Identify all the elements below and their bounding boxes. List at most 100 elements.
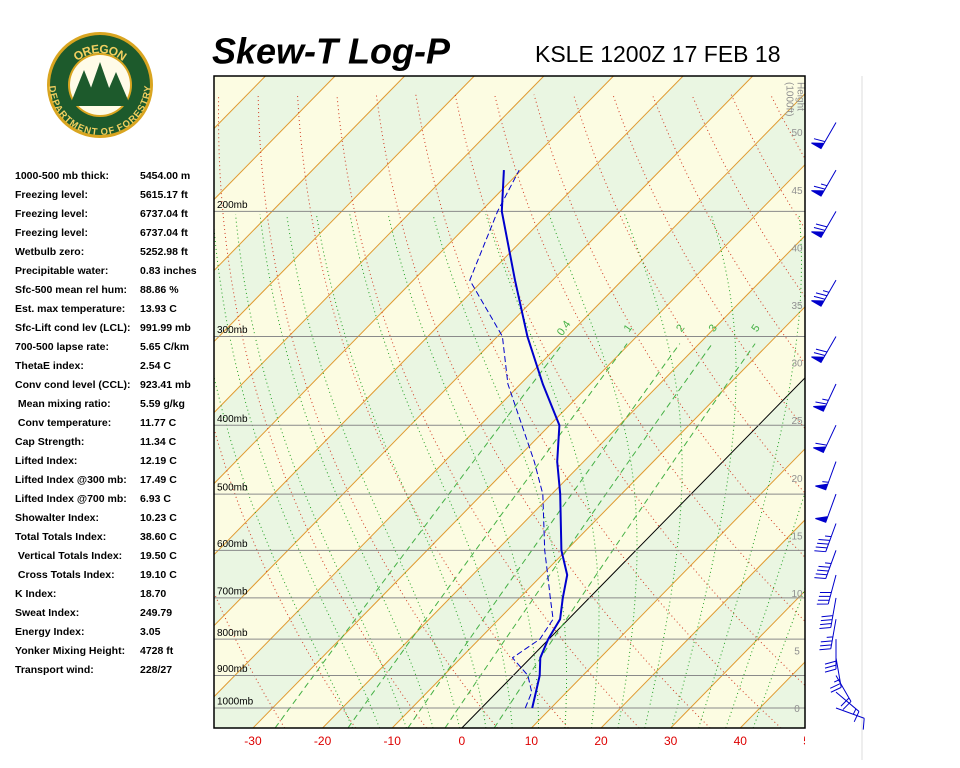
isotherm-band [214, 93, 805, 728]
y2-tick-label: 10 [791, 589, 803, 600]
index-value: 5252.98 ft [140, 246, 188, 258]
isotherm [879, 76, 960, 728]
y2-axis-label: Height [794, 82, 805, 111]
x-tick-label: 30 [664, 734, 678, 748]
wind-barb [819, 619, 837, 651]
wind-barb [835, 691, 860, 723]
wind-barb [814, 523, 837, 553]
isotherm [214, 76, 754, 627]
index-label: Transport wind: [15, 664, 94, 676]
index-value: 6737.04 ft [140, 227, 188, 239]
moist-adiabat [432, 214, 568, 728]
index-value: 5.59 g/kg [140, 398, 185, 410]
index-value: 4728 ft [140, 645, 174, 657]
chart-subtitle: KSLE 1200Z 17 FEB 18 [535, 41, 781, 67]
index-value: 6.93 C [140, 493, 171, 505]
plot-area: 0.4 1 2 3 51000mb900mb800mb700mb600mb500mb40… [214, 76, 960, 728]
index-label: Lifted Index @700 mb: [15, 493, 127, 505]
index-value: 228/27 [140, 664, 172, 676]
wind-barb [835, 707, 865, 730]
index-value: 38.60 C [140, 531, 177, 543]
moist-adiabat [214, 374, 353, 728]
y2-tick-label: 15 [791, 531, 803, 542]
wind-barb [811, 279, 837, 307]
moist-adiabat [349, 214, 513, 728]
index-label: Freezing level: [15, 227, 88, 239]
x-tick-label: -30 [244, 734, 262, 748]
wind-barb [811, 211, 837, 238]
isotherm [391, 306, 805, 728]
index-value: 5454.00 m [140, 170, 190, 182]
y2-tick-label: 5 [794, 647, 800, 658]
y-tick-label: 700mb [217, 587, 248, 598]
x-tick-label: 10 [525, 734, 539, 748]
dry-adiabat [928, 95, 960, 728]
wind-barb [829, 657, 842, 693]
wind-barb [811, 122, 837, 150]
isotherm [252, 164, 805, 728]
mixing-ratio-line [444, 343, 713, 728]
dry-adiabat [217, 94, 427, 728]
isotherm [214, 76, 336, 201]
index-label: K Index: [15, 588, 56, 600]
index-value: 12.19 C [140, 455, 177, 467]
indices-panel: 1000-500 mb thick: 5454.00 m Freezing leve… [15, 170, 197, 676]
index-label: Conv cond level (CCL): [15, 379, 131, 391]
y2-axis-label: (1000ft) [783, 82, 794, 116]
logo-trees [72, 62, 128, 102]
y-tick-label: 500mb [217, 483, 248, 494]
isotherm-band [214, 76, 805, 697]
temperature-line [500, 170, 569, 709]
index-label: Conv temperature: [15, 417, 111, 429]
index-label: Yonker Mixing Height: [15, 645, 125, 657]
y-tick-label: 300mb [217, 325, 248, 336]
y-tick-label: 200mb [217, 200, 248, 211]
dry-adiabat [297, 94, 569, 728]
dewpoint-line [469, 169, 554, 709]
index-label: Showalter Index: [15, 512, 99, 524]
index-value: 923.41 mb [140, 379, 191, 391]
wind-barb [819, 597, 837, 630]
moist-adiabat [259, 214, 434, 728]
dry-adiabat [810, 95, 960, 728]
moist-adiabat [387, 214, 539, 728]
index-label: Wetbulb zero: [15, 246, 84, 258]
x-axis: -30 -20 -10 0 10 20 30 40 50 [244, 734, 805, 748]
index-value: 13.93 C [140, 303, 177, 315]
wind-barb [811, 169, 837, 197]
isotherm [214, 76, 545, 414]
y2-tick-label: 40 [791, 243, 803, 254]
moist-adiabat [286, 214, 460, 728]
index-label: 1000-500 mb thick: [15, 170, 109, 182]
dry-adiabat [494, 94, 805, 623]
index-value: 11.34 C [140, 436, 177, 448]
index-label: Freezing level: [15, 189, 88, 201]
index-value: 5615.17 ft [140, 189, 188, 201]
dry-adiabat [889, 95, 960, 728]
x-tick-label: -10 [384, 734, 402, 748]
y-tick-label: 400mb [217, 414, 248, 425]
y2-tick-label: 30 [791, 359, 803, 370]
logo: OREGON DEPARTMENT OF FORESTRY [47, 32, 154, 138]
index-value: 249.79 [140, 607, 172, 619]
dry-adiabat [415, 94, 782, 728]
index-value: 2.54 C [140, 360, 171, 372]
index-value: 88.86 % [140, 284, 179, 296]
dry-adiabat [850, 95, 960, 728]
wind-barb [814, 550, 837, 580]
index-value: 17.49 C [140, 474, 177, 486]
isotherm [810, 76, 960, 728]
index-label: Precipitable water: [15, 265, 108, 277]
isotherm [214, 76, 614, 485]
mixing-ratio-label: 2 [674, 322, 687, 334]
isotherm [214, 76, 684, 556]
mixing-ratio-label: 5 [749, 322, 762, 334]
index-value: 18.70 [140, 588, 166, 600]
x-tick-label: -20 [314, 734, 332, 748]
y-tick-label: 800mb [217, 628, 248, 639]
wind-barb [824, 639, 837, 673]
mixing-ratio-label: 1 [622, 322, 635, 334]
logo-ground [72, 100, 128, 106]
isotherm [531, 448, 805, 728]
